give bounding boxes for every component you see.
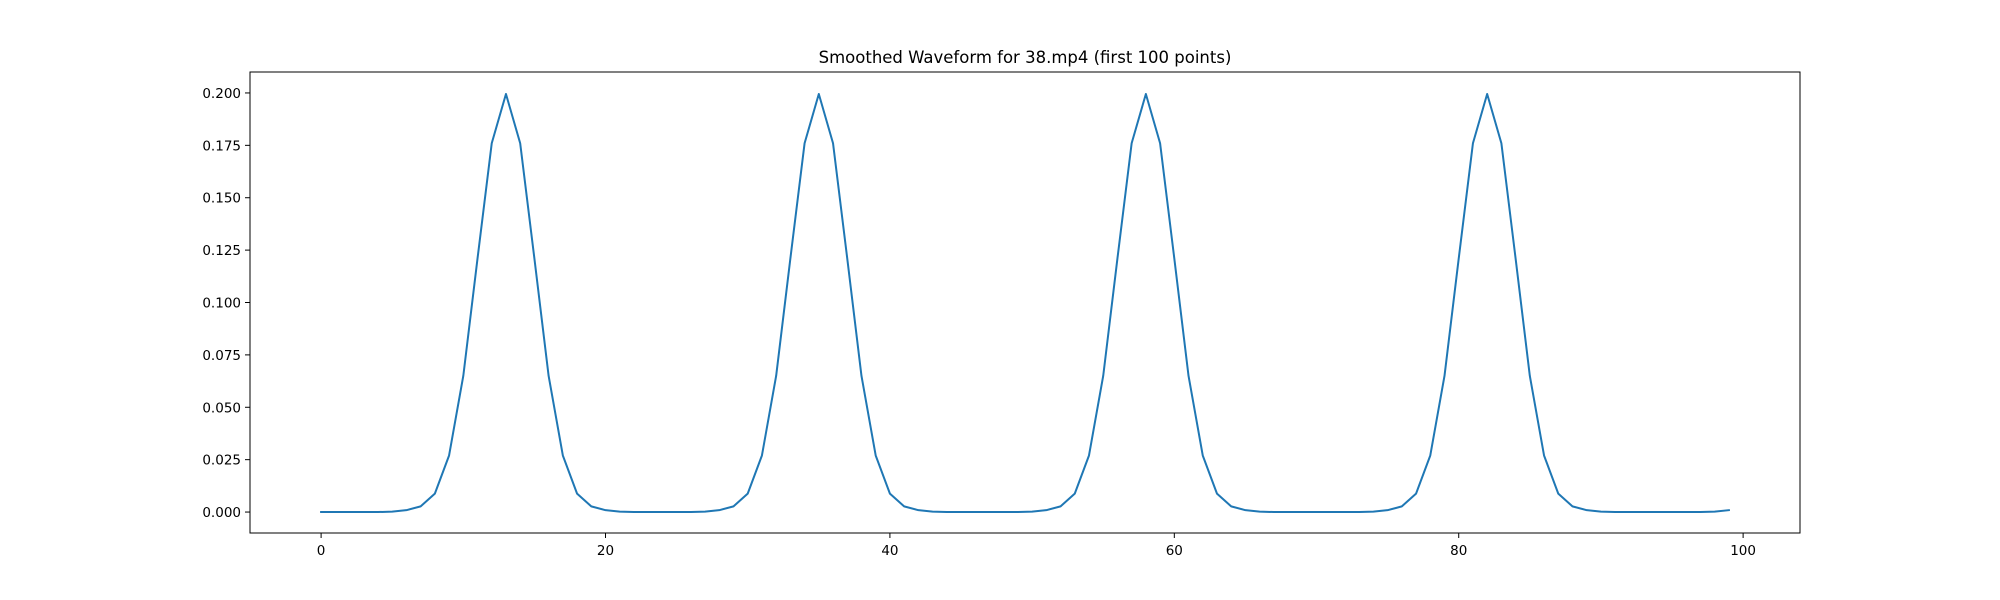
plot-area-frame <box>249 71 1801 534</box>
y-tick-label: 0.100 <box>202 296 241 312</box>
x-tick-label: 100 <box>1730 543 1756 559</box>
chart-title: Smoothed Waveform for 38.mp4 (first 100 … <box>819 48 1232 67</box>
x-tick-label: 20 <box>597 543 614 559</box>
y-tick-label: 0.000 <box>202 505 241 521</box>
x-tick-label: 40 <box>881 543 898 559</box>
y-tick-label: 0.150 <box>202 191 241 207</box>
x-tick-label: 60 <box>1166 543 1183 559</box>
x-tick-label: 80 <box>1450 543 1467 559</box>
series-layer <box>320 93 1730 514</box>
x-axis-ticks: 0 20 40 60 80 100 <box>317 533 1756 559</box>
x-tick-label: 0 <box>317 543 326 559</box>
y-tick-label: 0.175 <box>202 138 241 154</box>
y-tick-label: 0.075 <box>202 348 241 364</box>
y-axis-ticks: 0.000 0.025 0.050 0.075 0.100 0.125 0.150 0.175… <box>202 86 250 521</box>
y-tick-label: 0.025 <box>202 453 241 469</box>
y-tick-label: 0.125 <box>202 243 241 259</box>
y-tick-label: 0.050 <box>202 400 241 416</box>
series-line-0 <box>320 93 1730 514</box>
y-tick-label: 0.200 <box>202 86 241 102</box>
